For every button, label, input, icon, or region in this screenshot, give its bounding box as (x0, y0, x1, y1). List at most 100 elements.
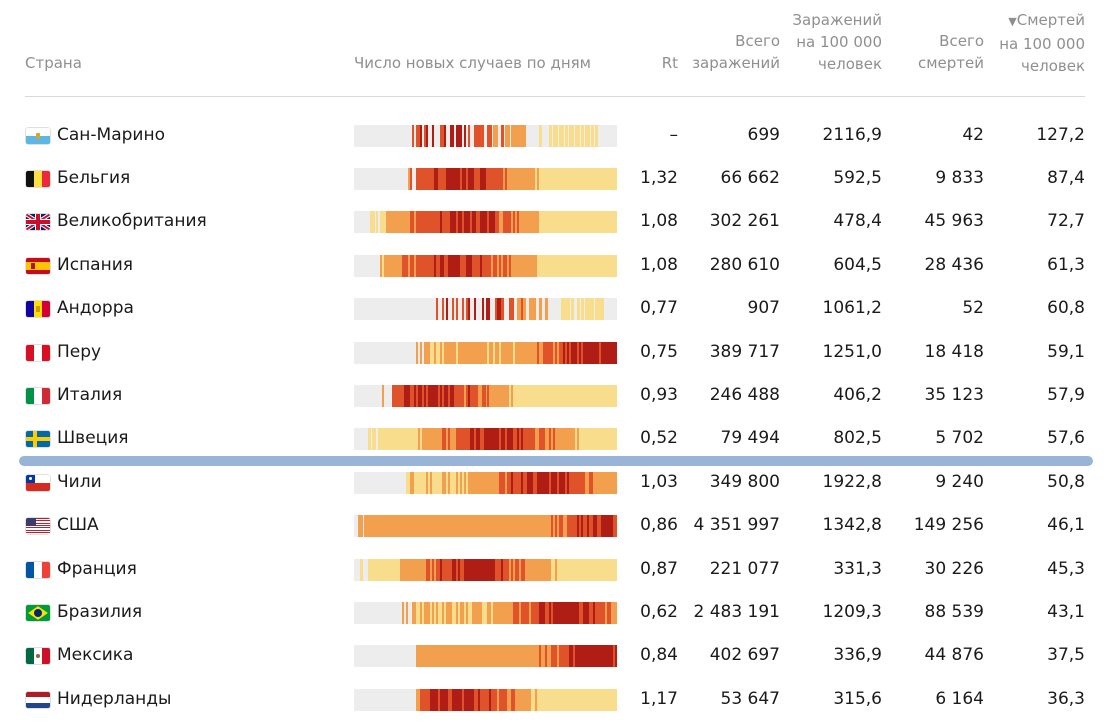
country-name[interactable]: Нидерланды (57, 689, 172, 709)
daily-cases-heatmap[interactable] (354, 125, 617, 147)
heatmap-day-bar (535, 689, 538, 711)
heatmap-day-bar (495, 168, 499, 190)
table-row[interactable]: Великобритания 1,08 302 261 478,4 45 963 72,7 (0, 200, 1118, 243)
heatmap-day-bar (457, 602, 461, 624)
heatmap-day-bar (525, 559, 528, 581)
table-row[interactable]: Бразилия 0,62 2 483 191 1209,3 88 539 43,1 (0, 591, 1118, 634)
country-name[interactable]: Андорра (57, 298, 134, 318)
country-name[interactable]: Франция (57, 559, 137, 579)
heatmap-day-bar (589, 385, 592, 407)
daily-cases-heatmap[interactable] (354, 559, 617, 581)
heatmap-day-bar (403, 428, 407, 450)
daily-cases-heatmap[interactable] (354, 211, 617, 233)
country-name[interactable]: Бельгия (57, 168, 131, 188)
country-name[interactable]: Сан-Марино (57, 125, 165, 145)
cases-per100k-value: 478,4 (833, 211, 882, 231)
heatmap-day-bar (511, 125, 514, 147)
table-row[interactable]: Швеция 0,52 79 494 802,5 5 702 57,6 (0, 417, 1118, 460)
heatmap-day-bar (519, 428, 522, 450)
daily-cases-heatmap[interactable] (354, 515, 617, 537)
heatmap-day-bar (533, 428, 536, 450)
country-name[interactable]: Швеция (57, 428, 129, 448)
heatmap-day-bar (605, 211, 608, 233)
header-daily-cases[interactable]: Число новых случаев по дням (354, 54, 591, 72)
country-name[interactable]: Перу (57, 342, 102, 362)
heatmap-day-bar (559, 645, 562, 667)
heatmap-day-bar (477, 125, 481, 147)
table-row[interactable]: Андорра 0,77 907 1061,2 52 60,8 (0, 287, 1118, 330)
daily-cases-heatmap[interactable] (354, 298, 617, 320)
daily-cases-heatmap[interactable] (354, 168, 617, 190)
heatmap-day-bar (487, 515, 491, 537)
country-name[interactable]: Великобритания (57, 211, 207, 231)
heatmap-day-bar (405, 255, 409, 277)
heatmap-day-bar (433, 168, 437, 190)
heatmap-day-bar (509, 255, 512, 277)
heatmap-day-bar (553, 472, 556, 494)
heatmap-day-bar (607, 515, 610, 537)
table-row[interactable]: Бельгия 1,32 66 662 592,5 9 833 87,4 (0, 157, 1118, 200)
daily-cases-heatmap[interactable] (354, 385, 617, 407)
table-row[interactable]: Нидерланды 1,17 53 647 315,6 6 164 36,3 (0, 678, 1118, 721)
daily-cases-heatmap[interactable] (354, 428, 617, 450)
heatmap-day-bar (491, 385, 495, 407)
heatmap-day-bar (385, 559, 389, 581)
header-rt[interactable]: Rt (661, 54, 678, 72)
country-name[interactable]: Испания (57, 255, 133, 275)
table-row[interactable]: Мексика 0,84 402 697 336,9 44 876 37,5 (0, 634, 1118, 677)
header-total-deaths[interactable]: Всего смертей (880, 30, 984, 74)
daily-cases-heatmap[interactable] (354, 255, 617, 277)
country-name[interactable]: Бразилия (57, 602, 143, 622)
heatmap-day-bar (579, 168, 582, 190)
heatmap-day-bar (581, 211, 584, 233)
table-row[interactable]: Испания 1,08 280 610 604,5 28 436 61,3 (0, 244, 1118, 287)
country-name[interactable]: Чили (57, 472, 102, 492)
heatmap-day-bar (535, 472, 538, 494)
heatmap-day-bar (611, 428, 614, 450)
scroll-divider-bar[interactable] (19, 456, 1093, 466)
heatmap-day-bar (445, 298, 449, 320)
heatmap-day-bar (537, 515, 540, 537)
heatmap-day-bar (599, 602, 602, 624)
table-row[interactable]: Чили 1,03 349 800 1922,8 9 240 50,8 (0, 461, 1118, 504)
daily-cases-heatmap[interactable] (354, 689, 617, 711)
table-row[interactable]: Франция 0,87 221 077 331,3 30 226 45,3 (0, 548, 1118, 591)
heatmap-day-bar (423, 342, 427, 364)
heatmap-day-bar (457, 125, 461, 147)
heatmap-day-bar (439, 385, 443, 407)
heatmap-day-bar (571, 689, 574, 711)
daily-cases-heatmap[interactable] (354, 645, 617, 667)
heatmap-day-bar (443, 559, 447, 581)
table-row[interactable]: Перу 0,75 389 717 1251,0 18 418 59,1 (0, 331, 1118, 374)
heatmap-day-bar (437, 168, 441, 190)
heatmap-day-bar (579, 645, 582, 667)
heatmap-day-bar (499, 689, 503, 711)
table-row[interactable]: Италия 0,93 246 488 406,2 35 123 57,9 (0, 374, 1118, 417)
heatmap-day-bar (583, 645, 586, 667)
daily-cases-heatmap[interactable] (354, 602, 617, 624)
heatmap-day-bar (465, 298, 469, 320)
heatmap-day-bar (499, 385, 503, 407)
daily-cases-heatmap[interactable] (354, 472, 617, 494)
heatmap-day-bar (499, 298, 503, 320)
country-name[interactable]: США (57, 515, 99, 535)
heatmap-day-bar (461, 559, 465, 581)
header-total-cases[interactable]: Всего заражений (660, 30, 780, 74)
heatmap-day-bar (475, 168, 479, 190)
table-row[interactable]: США 0,86 4 351 997 1342,8 149 256 46,1 (0, 504, 1118, 547)
header-deaths-per100k[interactable]: ▼Смертей на 100 000 человек (980, 9, 1085, 77)
country-name[interactable]: Мексика (57, 645, 134, 665)
header-deaths-per100k-line2: на 100 000 (999, 35, 1085, 53)
heatmap-day-bar (497, 255, 501, 277)
country-name[interactable]: Италия (57, 385, 123, 405)
heatmap-day-bar (487, 211, 491, 233)
heatmap-day-bar (491, 428, 495, 450)
header-cases-per100k[interactable]: Заражений на 100 000 человек (770, 9, 882, 75)
heatmap-day-bar (399, 515, 403, 537)
heatmap-day-bar (569, 689, 572, 711)
heatmap-day-bar (611, 689, 614, 711)
daily-cases-heatmap[interactable] (354, 342, 617, 364)
header-country[interactable]: Страна (25, 54, 82, 72)
table-row[interactable]: Сан-Марино –699 2116,9 42 127,2 (0, 114, 1118, 157)
heatmap-day-bar (487, 168, 491, 190)
